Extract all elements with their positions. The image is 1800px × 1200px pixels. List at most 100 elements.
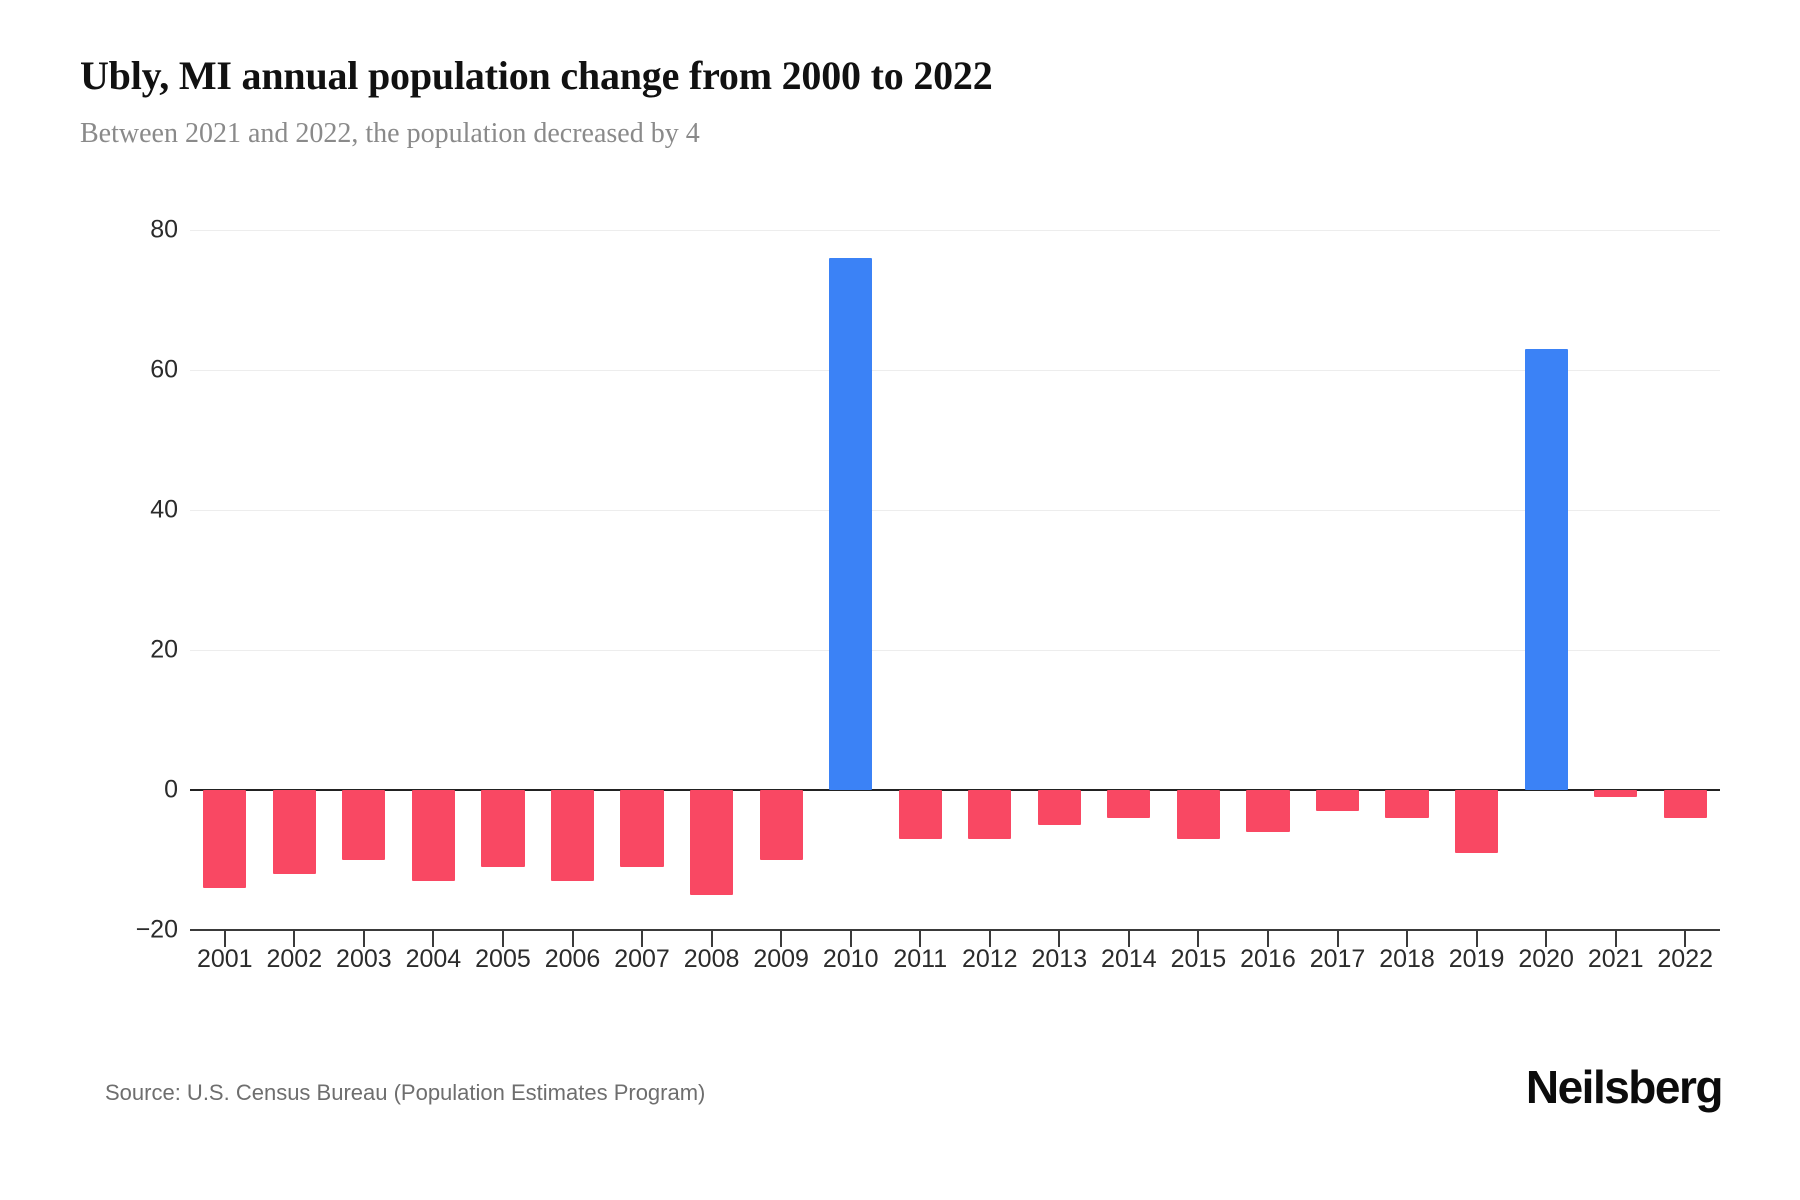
- bar-slot: [272, 230, 316, 930]
- bar-slot: [759, 230, 803, 930]
- x-tick-label: 2014: [1101, 945, 1157, 973]
- bar[interactable]: [898, 790, 942, 839]
- gridline: [190, 370, 1720, 371]
- x-tick-label: 2001: [196, 945, 253, 973]
- bar-slot: [1037, 230, 1081, 930]
- x-tick-mark: [1684, 930, 1687, 947]
- x-tick-label: 2018: [1379, 945, 1435, 973]
- chart-header: Ubly, MI annual population change from 2…: [80, 52, 1720, 152]
- bar-slot: [203, 230, 247, 930]
- gridline: [190, 230, 1720, 231]
- bar[interactable]: [203, 790, 247, 888]
- bar[interactable]: [1107, 790, 1151, 818]
- bar[interactable]: [968, 790, 1012, 839]
- bar[interactable]: [1037, 790, 1081, 825]
- bar-slot: [968, 230, 1012, 930]
- x-tick-label: 2004: [405, 945, 462, 973]
- x-tick-mark: [362, 930, 365, 947]
- x-tick-label: 2015: [1170, 945, 1227, 973]
- bar[interactable]: [1176, 790, 1220, 839]
- bar[interactable]: [1246, 790, 1290, 832]
- x-axis-ticks: [190, 230, 1720, 960]
- x-axis-line: [190, 929, 1720, 931]
- x-tick-mark: [1406, 930, 1409, 947]
- bar-slot: [1385, 230, 1429, 930]
- x-tick-mark: [1197, 930, 1200, 947]
- x-tick-mark: [293, 930, 296, 947]
- bar[interactable]: [1385, 790, 1429, 818]
- x-tick-label: 2013: [1031, 945, 1088, 973]
- x-tick-label: 2012: [961, 945, 1018, 973]
- y-tick-label: 20: [150, 635, 178, 664]
- bar-slot: [1107, 230, 1151, 930]
- x-tick-mark: [501, 930, 504, 947]
- x-tick-mark: [710, 930, 713, 947]
- bar-slot: [690, 230, 734, 930]
- bar-slot: [1594, 230, 1638, 930]
- x-tick-label: 2021: [1587, 945, 1644, 973]
- x-tick-mark: [1266, 930, 1269, 947]
- bar[interactable]: [550, 790, 595, 881]
- y-tick-label: 0: [164, 775, 178, 804]
- x-tick-mark: [988, 930, 991, 947]
- y-tick-label: −20: [135, 915, 178, 944]
- bar-slot: [829, 230, 873, 930]
- bar[interactable]: [759, 790, 803, 860]
- y-axis: −20 0 20 40 60 80: [100, 216, 178, 944]
- x-tick-mark: [1475, 930, 1478, 947]
- bar-slot: [342, 230, 386, 930]
- bar[interactable]: [481, 790, 525, 867]
- bar[interactable]: [1663, 790, 1707, 818]
- bar-slot: [411, 230, 455, 930]
- gridline: [190, 650, 1720, 651]
- x-tick-mark: [571, 930, 574, 947]
- x-tick-label: 2002: [266, 945, 323, 973]
- source-note: Source: U.S. Census Bureau (Population E…: [105, 1080, 706, 1105]
- gridline: [190, 510, 1720, 511]
- bar[interactable]: [620, 790, 664, 867]
- x-tick-mark: [849, 930, 852, 947]
- x-tick-label: 2010: [822, 945, 879, 973]
- bar[interactable]: [690, 790, 734, 895]
- bar-slot: [1315, 230, 1360, 930]
- bar[interactable]: [272, 790, 316, 874]
- x-tick-label: 2006: [544, 945, 601, 973]
- x-tick-label: 2022: [1657, 945, 1714, 973]
- bar-slot: [1176, 230, 1220, 930]
- x-tick-label: 2011: [893, 945, 948, 973]
- x-tick-mark: [1336, 930, 1339, 947]
- x-tick-mark: [919, 930, 922, 947]
- bar-slot: [481, 230, 525, 930]
- x-tick-mark: [1058, 930, 1061, 947]
- x-tick-label: 2003: [336, 945, 392, 973]
- bar[interactable]: [1594, 790, 1638, 797]
- x-tick-mark: [1127, 930, 1130, 947]
- x-tick-label: 2019: [1448, 945, 1505, 973]
- page-title: Ubly, MI annual population change from 2…: [80, 53, 993, 98]
- y-tick-label: 80: [150, 215, 178, 244]
- x-tick-mark: [641, 930, 644, 947]
- x-tick-mark: [223, 930, 226, 947]
- bar[interactable]: [1455, 790, 1499, 853]
- x-tick-label: 2016: [1240, 945, 1296, 973]
- chart-subtitle: Between 2021 and 2022, the population de…: [80, 118, 700, 149]
- bar-slot: [620, 230, 664, 930]
- y-tick-label: 60: [150, 355, 178, 384]
- bar-slot: [1524, 230, 1568, 930]
- bar[interactable]: [411, 790, 455, 881]
- x-tick-label: 2008: [683, 945, 740, 973]
- bar[interactable]: [1315, 790, 1360, 811]
- x-tick-label: 2020: [1518, 945, 1574, 973]
- bar-slot: [898, 230, 942, 930]
- bar[interactable]: [1524, 349, 1568, 790]
- x-tick-mark: [780, 930, 783, 947]
- bar-series: [190, 230, 1720, 930]
- y-tick-label: 40: [150, 495, 178, 524]
- chart-plot-area: −20 0 20 40 60 80: [100, 216, 1720, 947]
- bar[interactable]: [342, 790, 386, 860]
- x-tick-label: 2017: [1309, 945, 1366, 973]
- bar-slot: [1663, 230, 1707, 930]
- brand-logo: Neilsberg: [1525, 1061, 1724, 1113]
- bar[interactable]: [829, 258, 873, 790]
